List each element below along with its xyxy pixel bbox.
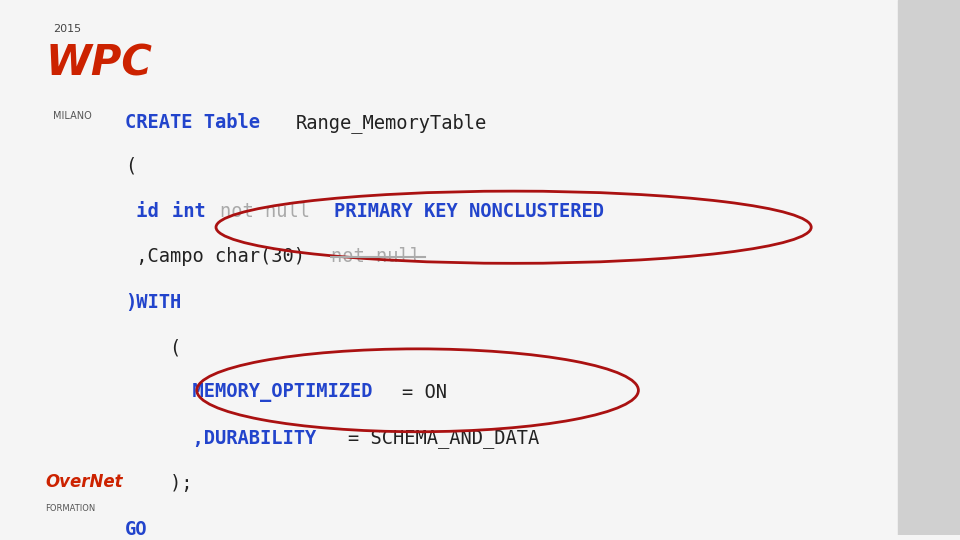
Text: not null: not null xyxy=(220,201,321,221)
Text: not null: not null xyxy=(331,247,421,266)
Text: MILANO: MILANO xyxy=(53,111,91,120)
Text: ,DURABILITY: ,DURABILITY xyxy=(125,429,327,448)
Bar xyxy=(898,0,960,535)
Text: CREATE Table: CREATE Table xyxy=(125,113,271,132)
Text: (: ( xyxy=(125,338,181,357)
Text: 2015: 2015 xyxy=(53,24,81,34)
Text: WPC: WPC xyxy=(45,43,152,85)
Text: ,Campo char(30): ,Campo char(30) xyxy=(125,247,316,266)
Text: FORMATION: FORMATION xyxy=(45,504,95,512)
Text: (: ( xyxy=(125,156,136,176)
Text: id: id xyxy=(125,201,170,221)
Text: );: ); xyxy=(125,474,192,494)
Text: OverNet: OverNet xyxy=(45,473,123,491)
Text: int: int xyxy=(172,201,217,221)
Text: GO: GO xyxy=(125,520,147,539)
Text: PRIMARY KEY NONCLUSTERED: PRIMARY KEY NONCLUSTERED xyxy=(334,201,604,221)
Text: )WITH: )WITH xyxy=(125,293,181,312)
Text: MEMORY_OPTIMIZED: MEMORY_OPTIMIZED xyxy=(125,383,384,402)
Text: = SCHEMA_AND_DATA: = SCHEMA_AND_DATA xyxy=(348,429,539,448)
Text: = ON: = ON xyxy=(402,383,447,402)
Text: Range_MemoryTable: Range_MemoryTable xyxy=(296,113,487,133)
